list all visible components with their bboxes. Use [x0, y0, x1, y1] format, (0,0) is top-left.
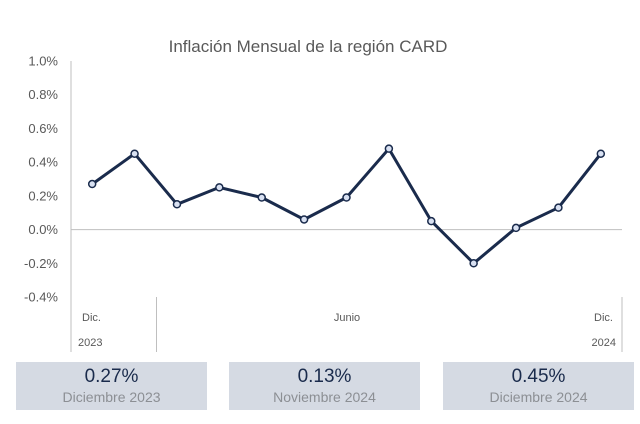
x-label-start-month: Dic. [82, 312, 101, 324]
x-label-mid-month: Junio [334, 312, 360, 324]
kpi-value: 0.13% [297, 366, 352, 387]
kpi-card-nov-2024: 0.13% Noviembre 2024 [229, 362, 420, 410]
data-point [554, 203, 563, 212]
y-tick-label: 1.0% [28, 54, 58, 69]
x-axis: Dic. 2023 Junio Dic. 2024 [70, 297, 623, 352]
y-tick-label: 0.6% [28, 121, 58, 136]
plot-area [70, 61, 622, 297]
x-label-end-year: 2024 [592, 337, 616, 349]
chart-title: Inflación Mensual de la región CARD [169, 37, 448, 56]
kpi-label: Diciembre 2023 [62, 389, 161, 405]
data-point [342, 193, 351, 202]
y-axis: 1.0% 0.8% 0.6% 0.4% 0.2% 0.0% -0.2% -0.4% [24, 54, 58, 305]
kpi-label: Noviembre 2024 [273, 389, 376, 405]
data-point [299, 215, 309, 224]
y-tick-label: 0.4% [28, 155, 58, 170]
kpi-card-dec-2023: 0.27% Diciembre 2023 [16, 362, 207, 410]
chart: Inflación Mensual de la región CARD 1.0%… [24, 37, 623, 352]
kpi-value: 0.27% [84, 366, 139, 387]
x-label-start-year: 2023 [78, 337, 102, 349]
data-point [384, 144, 394, 153]
kpi-label: Diciembre 2024 [489, 389, 588, 405]
y-tick-label: -0.2% [24, 256, 58, 271]
y-tick-label: 0.2% [28, 188, 58, 203]
kpi-card-dec-2024: 0.45% Diciembre 2024 [443, 362, 634, 410]
y-tick-label: 0.8% [28, 87, 58, 102]
data-point [469, 259, 478, 268]
y-tick-label: -0.4% [24, 290, 58, 305]
data-point [427, 216, 436, 226]
data-point [596, 149, 606, 158]
series-line [91, 147, 602, 265]
data-point [87, 179, 97, 189]
data-point [511, 223, 521, 233]
data-point [257, 193, 266, 202]
data-point [172, 200, 182, 209]
data-point [215, 183, 224, 192]
y-tick-label: 0.0% [28, 222, 58, 237]
x-label-end-month: Dic. [594, 312, 613, 324]
kpi-value: 0.45% [511, 366, 566, 387]
data-point [130, 149, 139, 158]
